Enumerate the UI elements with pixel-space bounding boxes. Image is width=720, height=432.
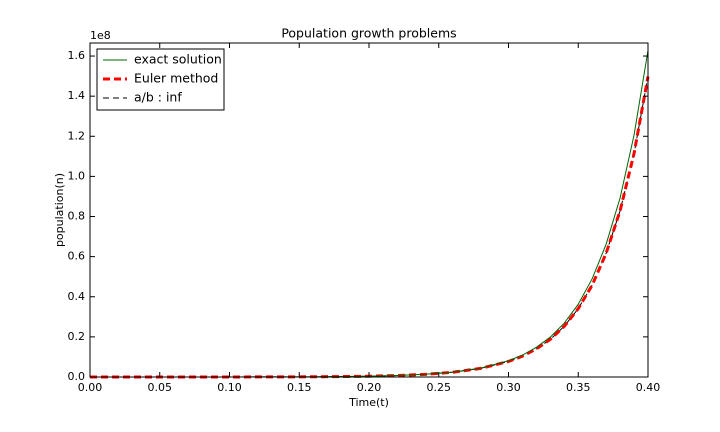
x-tick-label: 0.35 — [566, 381, 591, 394]
x-tick-label: 0.15 — [287, 381, 312, 394]
y-tick-label: 0.8 — [68, 210, 86, 223]
x-tick-label: 0.40 — [636, 381, 661, 394]
y-tick-label: 0.2 — [68, 330, 86, 343]
y-tick-label: 1.4 — [68, 89, 86, 102]
x-axis-label: Time(t) — [348, 396, 389, 409]
x-tick-label: 0.10 — [217, 381, 242, 394]
y-tick-label: 0.6 — [68, 250, 86, 263]
y-offset-label: 1e8 — [90, 29, 111, 42]
x-tick-label: 0.05 — [148, 381, 173, 394]
y-tick-label: 1.0 — [68, 169, 86, 182]
x-tick-label: 0.20 — [357, 381, 382, 394]
x-tick-label: 0.30 — [496, 381, 521, 394]
y-tick-label: 0.0 — [68, 370, 86, 383]
x-tick-label: 0.00 — [78, 381, 103, 394]
x-tick-label: 0.25 — [427, 381, 452, 394]
y-tick-label: 1.6 — [68, 49, 86, 62]
legend-label: Euler method — [134, 71, 218, 86]
y-axis-label: population(n) — [53, 173, 66, 247]
y-tick-label: 1.2 — [68, 129, 86, 142]
chart-title: Population growth problems — [281, 26, 456, 41]
legend-label: exact solution — [134, 52, 222, 67]
legend-label: a/b : inf — [134, 90, 182, 105]
y-tick-label: 0.4 — [68, 290, 86, 303]
